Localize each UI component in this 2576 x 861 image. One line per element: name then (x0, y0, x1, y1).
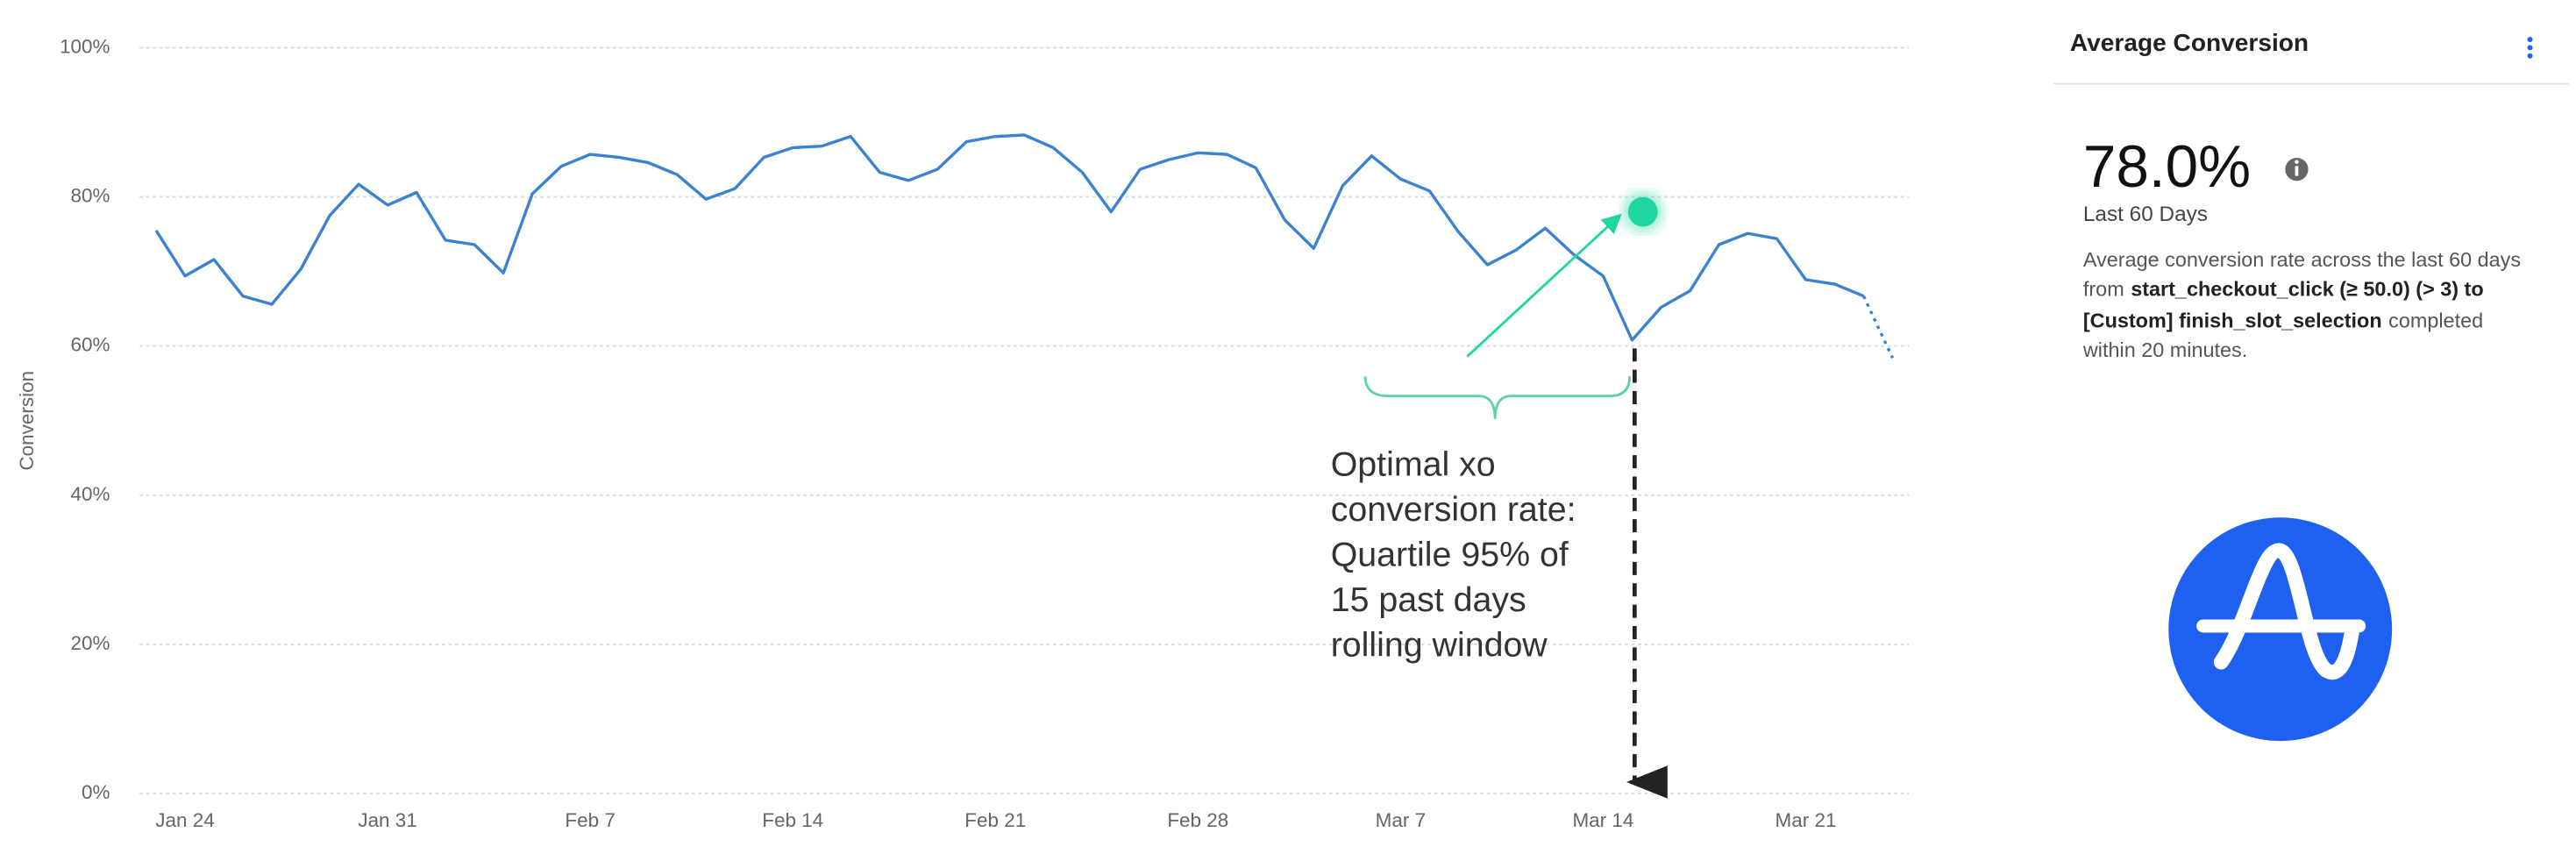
x-tick-label: Mar 7 (1376, 809, 1426, 831)
x-tick-label: Jan 24 (155, 809, 214, 831)
chart: Conversion 0% 20% 40% 60% 80% 100% Jan 24 Jan 3… (16, 35, 1910, 831)
panel-period: Last 60 Days (2083, 203, 2208, 226)
target-arrow (1466, 213, 1622, 358)
annotation-text: Quartile 95% of (1331, 536, 1569, 574)
y-tick-label: 60% (71, 334, 110, 356)
description-line: Average conversion rate across the last … (2083, 248, 2521, 271)
x-tick-label: Mar 14 (1572, 809, 1633, 831)
annotation-text: Optimal xo (1331, 445, 1496, 484)
y-axis-label: Conversion (16, 371, 38, 471)
panel-title: Average Conversion (2070, 29, 2309, 56)
menu-icon[interactable] (2527, 37, 2533, 59)
description-text: completed (2388, 310, 2483, 332)
x-tick-label: Feb 14 (762, 809, 823, 831)
y-tick-label: 0% (82, 781, 110, 803)
brace (1363, 376, 1632, 419)
logo (2168, 517, 2393, 742)
series-line-incomplete (1861, 295, 1895, 359)
x-tick-label: Feb 21 (964, 809, 1026, 831)
description-bold: start_checkout_click (≥ 50.0) (> 3) to (2131, 278, 2483, 301)
description-line: within 20 minutes. (2082, 338, 2247, 361)
annotations (1363, 213, 1668, 799)
annotation-text: rolling window (1331, 626, 1548, 665)
panel-value: 78.0% (2083, 134, 2251, 200)
x-tick-label: Jan 31 (358, 809, 416, 831)
description-line: from start_checkout_click (≥ 50.0) (> 3) … (2083, 278, 2484, 301)
panel-description: Average conversion rate across the last … (2082, 248, 2521, 361)
description-text: from (2083, 278, 2124, 301)
description-bold: [Custom] finish_slot_selection (2083, 310, 2382, 332)
x-tick-label: Feb 7 (565, 809, 615, 831)
annotation-text: 15 past days (1331, 580, 1526, 619)
y-tick-label: 80% (71, 184, 110, 206)
x-tick-label: Feb 28 (1167, 809, 1228, 831)
y-tick-label: 20% (71, 632, 110, 654)
y-tick-label: 100% (60, 35, 110, 57)
info-icon[interactable] (2285, 157, 2309, 181)
side-panel: Average Conversion 78.0% Last 60 Days Av… (2053, 29, 2570, 742)
series-line (154, 133, 1865, 342)
description-line: [Custom] finish_slot_selection completed (2083, 310, 2483, 332)
annotation-text: conversion rate: (1331, 490, 1576, 529)
target-point (1627, 196, 1658, 227)
y-tick-label: 40% (71, 483, 110, 505)
x-tick-label: Mar 21 (1775, 809, 1837, 831)
